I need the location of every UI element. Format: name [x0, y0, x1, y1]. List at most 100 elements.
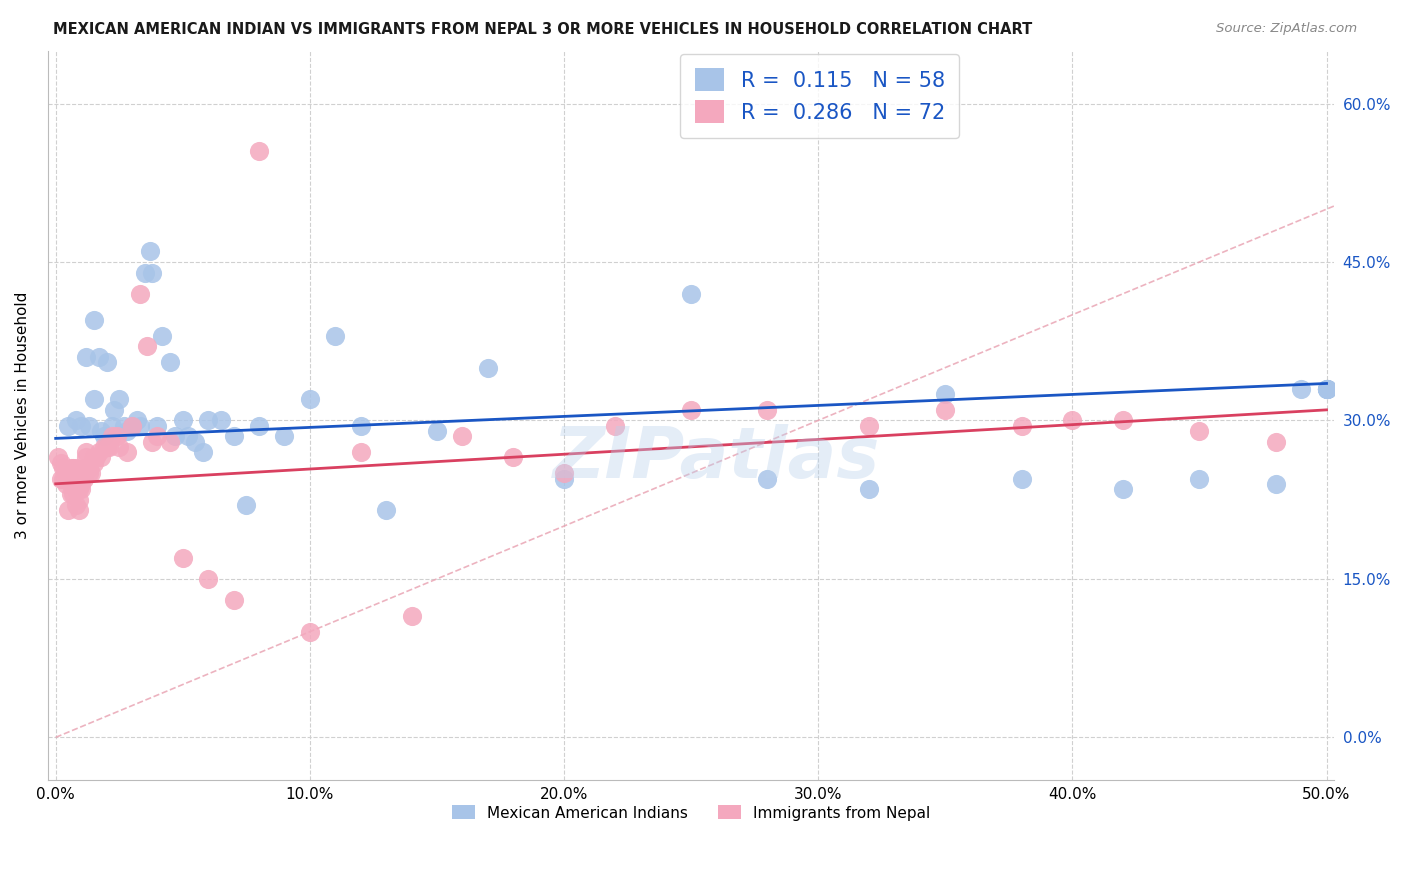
- Point: [83, 392, 105, 407]
- Point: [75, 445, 97, 459]
- Point: [72, 471, 94, 485]
- Point: [1315, 382, 1337, 396]
- Point: [55, 467, 77, 481]
- Point: [46, 450, 69, 465]
- Point: [125, 413, 148, 427]
- Point: [152, 329, 174, 343]
- Point: [112, 418, 135, 433]
- Point: [1264, 476, 1286, 491]
- Point: [58, 471, 80, 485]
- Point: [756, 402, 779, 417]
- Point: [298, 624, 321, 639]
- Point: [681, 402, 703, 417]
- Point: [83, 450, 105, 465]
- Point: [184, 434, 207, 449]
- Point: [59, 487, 82, 501]
- Point: [65, 482, 87, 496]
- Point: [52, 471, 75, 485]
- Point: [108, 392, 131, 407]
- Point: [141, 434, 163, 449]
- Point: [83, 456, 105, 470]
- Point: [67, 503, 90, 517]
- Point: [323, 329, 346, 343]
- Point: [553, 471, 575, 485]
- Point: [65, 498, 87, 512]
- Point: [87, 350, 110, 364]
- Point: [1315, 382, 1337, 396]
- Point: [49, 456, 72, 470]
- Point: [197, 413, 219, 427]
- Point: [59, 476, 82, 491]
- Point: [1315, 382, 1337, 396]
- Point: [197, 572, 219, 586]
- Point: [121, 418, 143, 433]
- Point: [100, 429, 122, 443]
- Point: [350, 418, 373, 433]
- Point: [77, 418, 100, 433]
- Point: [105, 429, 128, 443]
- Point: [93, 429, 115, 443]
- Point: [375, 503, 398, 517]
- Point: [247, 418, 270, 433]
- Point: [70, 418, 93, 433]
- Point: [58, 503, 80, 517]
- Point: [90, 424, 112, 438]
- Point: [115, 445, 138, 459]
- Point: [67, 492, 90, 507]
- Point: [1289, 382, 1312, 396]
- Point: [1315, 382, 1337, 396]
- Point: [209, 413, 232, 427]
- Point: [477, 360, 499, 375]
- Point: [858, 418, 880, 433]
- Point: [58, 467, 80, 481]
- Point: [222, 593, 245, 607]
- Point: [141, 266, 163, 280]
- Point: [756, 471, 779, 485]
- Point: [59, 461, 82, 475]
- Point: [273, 429, 295, 443]
- Point: [1315, 382, 1337, 396]
- Point: [58, 418, 80, 433]
- Point: [934, 387, 956, 401]
- Point: [98, 440, 121, 454]
- Point: [1264, 434, 1286, 449]
- Point: [1011, 418, 1033, 433]
- Point: [70, 471, 93, 485]
- Point: [172, 413, 194, 427]
- Point: [70, 476, 93, 491]
- Point: [934, 402, 956, 417]
- Point: [401, 608, 423, 623]
- Point: [75, 350, 97, 364]
- Point: [72, 461, 94, 475]
- Point: [350, 445, 373, 459]
- Point: [191, 445, 214, 459]
- Point: [55, 476, 77, 491]
- Point: [115, 424, 138, 438]
- Point: [1011, 471, 1033, 485]
- Point: [451, 429, 474, 443]
- Point: [1062, 413, 1084, 427]
- Point: [75, 450, 97, 465]
- Point: [128, 286, 150, 301]
- Point: [172, 550, 194, 565]
- Point: [247, 144, 270, 158]
- Legend: Mexican American Indians, Immigrants from Nepal: Mexican American Indians, Immigrants fro…: [446, 799, 936, 827]
- Point: [62, 461, 84, 475]
- Point: [65, 413, 87, 427]
- Point: [65, 471, 87, 485]
- Point: [121, 418, 143, 433]
- Point: [235, 498, 257, 512]
- Point: [146, 418, 169, 433]
- Point: [165, 429, 187, 443]
- Point: [159, 434, 181, 449]
- Point: [298, 392, 321, 407]
- Point: [858, 482, 880, 496]
- Point: [62, 487, 84, 501]
- Point: [1188, 471, 1211, 485]
- Point: [70, 482, 93, 496]
- Point: [553, 467, 575, 481]
- Text: MEXICAN AMERICAN INDIAN VS IMMIGRANTS FROM NEPAL 3 OR MORE VEHICLES IN HOUSEHOLD: MEXICAN AMERICAN INDIAN VS IMMIGRANTS FR…: [53, 22, 1032, 37]
- Y-axis label: 3 or more Vehicles in Household: 3 or more Vehicles in Household: [15, 292, 30, 539]
- Point: [502, 450, 524, 465]
- Point: [86, 450, 108, 465]
